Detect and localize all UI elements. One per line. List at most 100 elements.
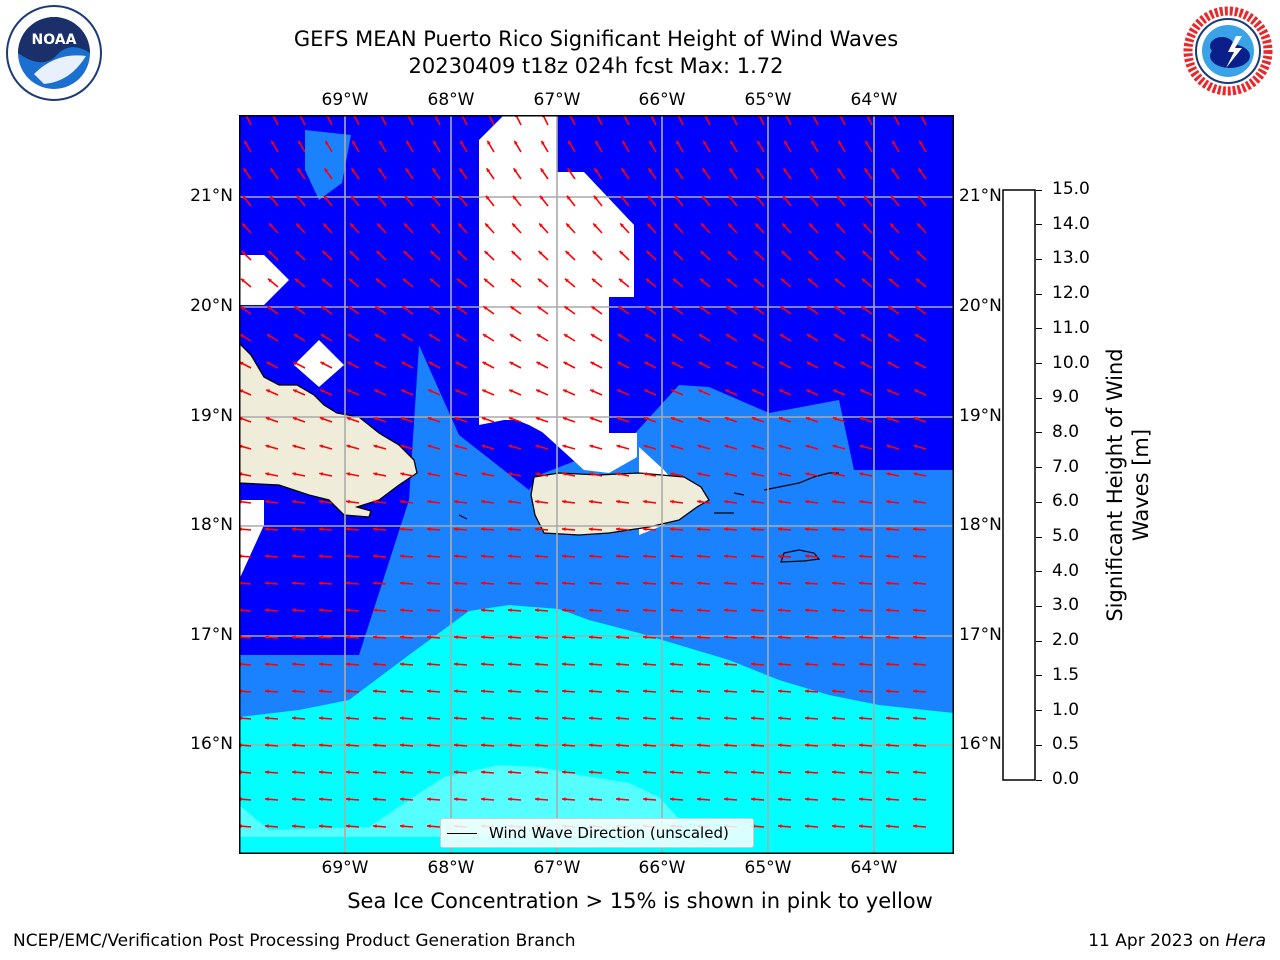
colorbar-tick-mark: [1036, 605, 1042, 607]
wind-arrowhead: [508, 797, 512, 802]
wind-arrowhead: [535, 716, 539, 721]
wind-arrowhead: [535, 689, 539, 694]
wind-arrowhead: [886, 743, 890, 748]
wind-arrowhead: [887, 389, 892, 393]
nws-logo: [1182, 5, 1274, 97]
wind-arrowhead: [751, 716, 755, 721]
wind-arrowhead: [346, 635, 350, 640]
wind-arrowhead: [373, 743, 377, 748]
colorbar-tick-mark: [1036, 536, 1042, 538]
lat-tick-label-right: 21°N: [959, 186, 1002, 206]
wind-arrowhead: [535, 527, 539, 532]
map-frame: [239, 115, 954, 854]
wind-arrowhead: [265, 554, 269, 559]
wind-arrowhead: [374, 361, 379, 366]
wind-arrowhead: [913, 472, 918, 476]
footer-date-text: 11 Apr 2023 on: [1088, 931, 1220, 951]
chart-subtitle: 20230409 t18z 024h fcst Max: 1.72: [408, 54, 784, 78]
wind-arrowhead: [835, 251, 840, 255]
colorbar-tick-label: 12.0: [1052, 283, 1090, 304]
wind-arrowhead: [643, 608, 647, 613]
wind-arrowhead: [428, 334, 433, 338]
wind-arrowhead: [484, 251, 489, 255]
wind-arrowhead: [805, 797, 809, 802]
wind-arrowhead: [859, 472, 864, 476]
wind-arrowhead: [703, 140, 707, 145]
wind-arrowhead: [643, 797, 647, 802]
wind-arrowhead: [913, 662, 917, 667]
wind-arrowhead: [269, 223, 273, 228]
wind-arrowhead: [373, 689, 377, 694]
wind-arrowhead: [481, 417, 486, 421]
wind-arrowhead: [859, 554, 863, 559]
virgin-islands-land: [458, 472, 839, 563]
wind-arrowhead: [835, 278, 839, 283]
wind-arrowhead: [673, 251, 678, 255]
wind-arrowhead: [833, 334, 838, 338]
wind-arrowhead: [779, 334, 784, 338]
wind-arrowhead: [862, 251, 867, 255]
colorbar-tick-label: 0.0: [1052, 769, 1080, 789]
wind-arrowhead: [672, 306, 677, 310]
wind-arrowhead: [781, 251, 786, 255]
wind-arrowhead: [296, 195, 301, 200]
wind-arrowhead: [671, 334, 676, 338]
wind-arrowhead: [347, 361, 352, 366]
wind-arrowhead: [859, 608, 863, 613]
wind-arrowhead: [886, 444, 891, 449]
wind-arrowhead: [751, 527, 755, 532]
wind-arrowhead: [346, 689, 350, 694]
wind-arrowhead: [616, 527, 620, 532]
wind-arrowhead: [319, 689, 323, 694]
wind-arrowhead: [778, 581, 782, 586]
wind-arrowhead: [427, 743, 431, 748]
wind-arrowhead: [400, 716, 404, 721]
wind-arrowhead: [886, 581, 890, 586]
colorbar-tick-label: 1.0: [1052, 699, 1080, 720]
wind-arrowhead: [346, 581, 350, 586]
wind-arrowhead: [919, 140, 923, 145]
wind-arrowhead: [377, 223, 381, 228]
wind-arrowhead: [616, 581, 620, 586]
wind-arrowhead: [913, 581, 917, 586]
colorbar-tick-label: 2.0: [1052, 630, 1080, 651]
wind-arrowhead: [457, 251, 462, 255]
wind-arrowhead: [864, 168, 869, 173]
wind-arrowhead: [400, 499, 404, 504]
wind-arrowhead: [805, 743, 809, 748]
wind-arrowhead: [754, 278, 758, 283]
wind-arrowhead: [886, 554, 890, 559]
wind-arrowhead: [292, 716, 296, 721]
wind-arrowhead: [373, 635, 377, 640]
wind-arrowhead: [373, 797, 377, 802]
wind-arrowhead: [404, 223, 408, 228]
wind-arrowhead: [508, 770, 512, 775]
wind-arrowhead: [670, 608, 674, 613]
wind-arrowhead: [807, 306, 812, 310]
wind-arrowhead: [485, 223, 489, 228]
lat-tick-label-right: 19°N: [959, 406, 1002, 426]
wind-arrowhead: [724, 444, 729, 449]
wind-arrowhead: [455, 334, 460, 338]
wind-arrowhead: [778, 554, 782, 559]
wind-arrowhead: [481, 499, 485, 504]
wind-arrowhead: [482, 389, 487, 393]
wind-arrowhead: [563, 361, 568, 366]
wind-arrowhead: [699, 306, 704, 310]
wind-arrowhead: [427, 608, 431, 613]
wind-arrowhead: [913, 797, 917, 802]
wind-arrowhead: [458, 223, 462, 228]
wind-arrowhead: [616, 689, 620, 694]
wind-arrowhead: [697, 797, 701, 802]
wind-arrowhead: [674, 223, 678, 228]
wind-arrowhead: [346, 662, 350, 667]
wind-arrowhead: [481, 635, 485, 640]
lon-tick-label-bottom: 66°W: [638, 858, 686, 878]
wind-arrowhead: [755, 223, 759, 228]
wind-arrowhead: [832, 797, 836, 802]
wind-arrowhead: [701, 223, 705, 228]
wind-arrowhead: [400, 444, 405, 449]
wind-arrowhead: [350, 195, 355, 200]
colorbar-tick-label: 15.0: [1052, 179, 1090, 199]
wind-arrowhead: [403, 278, 407, 283]
